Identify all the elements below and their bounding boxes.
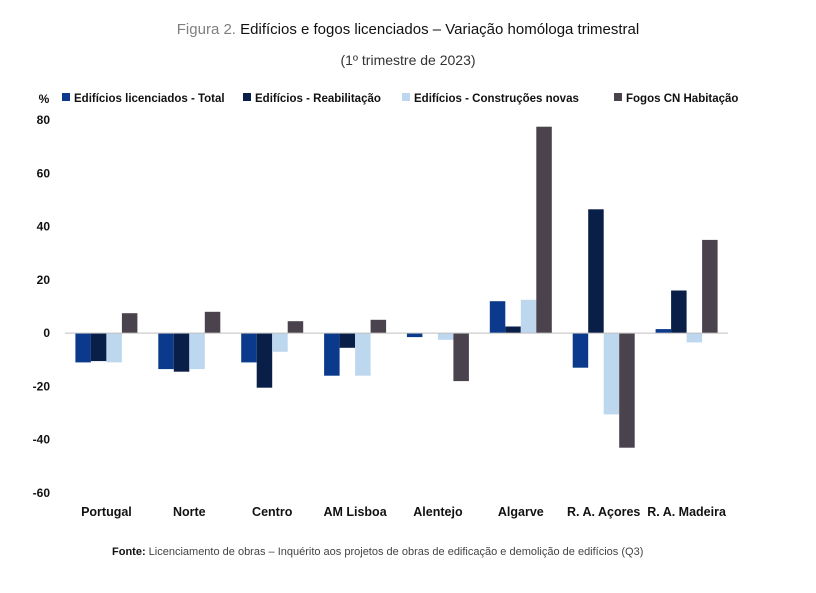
legend-swatch — [243, 93, 251, 101]
legend-label: Edifícios - Construções novas — [414, 93, 579, 105]
y-tick-label: -20 — [33, 379, 51, 393]
x-category-label: R. A. Madeira — [647, 505, 727, 519]
x-category-label: Centro — [252, 505, 293, 519]
bar — [256, 333, 273, 388]
bars — [75, 126, 718, 448]
y-tick-label: -60 — [33, 486, 51, 500]
bar — [189, 333, 205, 370]
bar — [655, 329, 672, 334]
chart-title: Figura 2. Edifícios e fogos licenciados … — [0, 21, 816, 38]
bar — [406, 333, 423, 338]
bar — [272, 333, 288, 352]
bar — [572, 333, 589, 368]
chart-legend: Edifícios licenciados - Total Edifícios -… — [62, 93, 738, 105]
bar — [339, 333, 356, 348]
y-tick-label: 80 — [37, 113, 51, 127]
bar — [158, 333, 174, 370]
y-axis-ticks: 80 60 40 20 0 -20 -40 -60 — [33, 113, 51, 500]
bar — [702, 239, 718, 334]
x-category-label: Alentejo — [413, 505, 463, 519]
source-note: Fonte: Licenciamento de obras – Inquérit… — [112, 546, 643, 558]
legend-swatch — [62, 93, 70, 101]
y-tick-label: 20 — [37, 273, 51, 287]
bar — [489, 301, 506, 334]
bar — [173, 333, 190, 372]
x-category-label: R. A. Açores — [567, 505, 640, 519]
bar — [355, 333, 371, 376]
bar — [619, 333, 635, 448]
legend-swatch — [402, 93, 410, 101]
bar — [437, 333, 454, 340]
x-category-label: AM Lisboa — [323, 505, 387, 519]
bar — [370, 319, 387, 334]
bar — [241, 333, 257, 363]
y-tick-label: 0 — [43, 326, 50, 340]
bar — [686, 333, 703, 343]
bar — [121, 313, 138, 334]
bar — [588, 209, 604, 334]
y-tick-label: -40 — [33, 433, 51, 447]
legend-label: Fogos CN Habitação — [626, 93, 738, 105]
legend-label: Edifícios licenciados - Total — [74, 93, 225, 105]
x-category-label: Algarve — [498, 505, 544, 519]
y-tick-label: 40 — [37, 220, 51, 234]
source-label: Fonte: — [112, 546, 146, 558]
bar — [536, 126, 552, 334]
bar — [453, 333, 469, 382]
bar — [324, 333, 340, 376]
bar — [603, 333, 620, 415]
y-tick-label: 60 — [37, 166, 51, 180]
bar — [505, 326, 521, 334]
bar — [287, 321, 304, 334]
figure-title: Edifícios e fogos licenciados – Variação… — [240, 21, 640, 38]
bar — [204, 311, 221, 334]
x-category-label: Portugal — [81, 505, 132, 519]
bar — [75, 333, 91, 363]
bar — [671, 290, 687, 334]
bar — [520, 299, 537, 334]
x-category-label: Norte — [173, 505, 206, 519]
bar — [106, 333, 122, 363]
source-text: Licenciamento de obras – Inquérito aos p… — [148, 546, 644, 558]
bar-chart: Edifícios licenciados - Total Edifícios -… — [33, 92, 739, 519]
legend-label: Edifícios - Reabilitação — [255, 93, 381, 105]
x-axis-labels: Portugal Norte Centro AM Lisboa Alentejo Alga… — [81, 505, 727, 519]
y-axis-unit: % — [39, 92, 50, 106]
figure-label: Figura 2. — [176, 21, 236, 38]
bar — [90, 333, 107, 362]
chart-subtitle: (1º trimestre de 2023) — [340, 52, 476, 68]
legend-swatch — [614, 93, 622, 101]
